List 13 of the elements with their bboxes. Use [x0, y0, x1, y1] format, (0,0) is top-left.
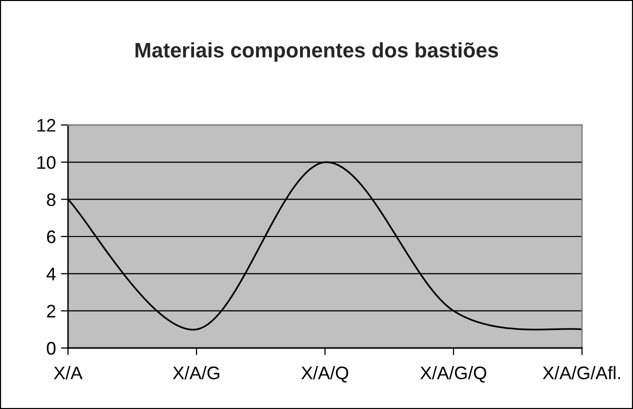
chart-title: Materiais componentes dos bastiões	[136, 42, 498, 62]
y-tick-label: 4	[46, 268, 56, 280]
y-tick-label: 2	[47, 304, 56, 318]
y-tick-label: 0	[46, 342, 56, 355]
y-tick-label: 10	[37, 156, 56, 169]
x-tick-label: X/A/G/Afl.	[542, 366, 620, 380]
x-tick-label: X/A/Q	[301, 366, 348, 383]
x-tick-label: X/A/G/Q	[420, 366, 486, 383]
x-tick-label: X/A	[54, 366, 83, 380]
y-tick-label: 8	[46, 193, 56, 206]
x-tick-label: X/A/G	[172, 366, 220, 380]
y-tick-label: 12	[37, 118, 56, 132]
y-tick-label: 6	[47, 230, 56, 244]
